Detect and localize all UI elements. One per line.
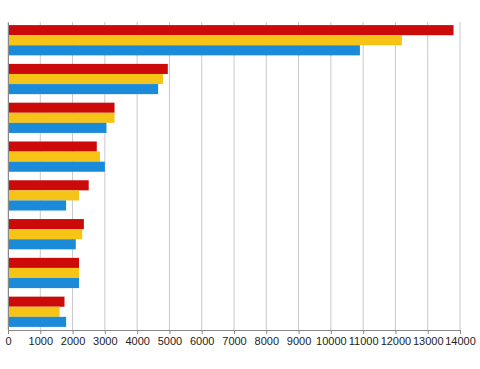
x-tick: 3000 — [93, 330, 117, 347]
bar — [8, 123, 106, 133]
x-tick-label: 13000 — [413, 335, 444, 347]
x-tick: 10000 — [316, 330, 347, 347]
x-tick: 11000 — [349, 330, 379, 347]
series — [8, 35, 402, 317]
bar — [8, 113, 115, 123]
bar — [8, 152, 100, 162]
x-tick-mark — [234, 330, 235, 334]
x-tick: 5000 — [158, 330, 182, 347]
x-tick-mark — [73, 330, 74, 334]
grid-line — [234, 22, 235, 330]
x-tick-mark — [395, 330, 396, 334]
x-tick: 13000 — [413, 330, 444, 347]
y-axis-line — [8, 23, 9, 331]
plot: 0 1000 2000 3000 4000 5000 6000 7000 8000 9000 100… — [5, 22, 475, 347]
grid-line — [169, 22, 170, 330]
x-tick: 7000 — [222, 330, 246, 347]
grid-line — [363, 22, 364, 330]
bars — [8, 25, 454, 327]
x-tick-mark — [105, 330, 106, 334]
x-tick-mark — [331, 330, 332, 334]
x-tick-mark — [363, 330, 364, 334]
x-tick-label: 12000 — [381, 335, 412, 347]
x-tick-mark — [202, 330, 203, 334]
bar — [8, 268, 79, 278]
x-tick-label: 7000 — [222, 335, 246, 347]
bar — [8, 74, 163, 84]
x-tick-label: 6000 — [190, 335, 214, 347]
bar — [8, 190, 79, 200]
bar — [8, 103, 115, 113]
y-axis — [8, 23, 10, 331]
grid-line — [395, 22, 396, 330]
bar — [8, 141, 97, 151]
x-tick-label: 9000 — [287, 335, 311, 347]
x-tick: 2000 — [61, 330, 85, 347]
grid-line — [8, 22, 9, 330]
grid-line — [201, 22, 202, 330]
x-tick: 0 — [5, 330, 11, 347]
x-axis: 0 1000 2000 3000 4000 5000 6000 7000 8000 9000 100… — [5, 330, 475, 347]
grid-line — [460, 22, 461, 330]
x-tick-mark — [8, 330, 9, 334]
bar — [8, 64, 168, 74]
x-tick-label: 2000 — [61, 335, 85, 347]
bar — [8, 25, 454, 35]
x-tick-mark — [266, 330, 267, 334]
x-tick: 6000 — [190, 330, 214, 347]
x-tick-mark — [137, 330, 138, 334]
bar — [8, 278, 79, 288]
x-tick: 14000 — [445, 330, 476, 347]
grid-line — [266, 22, 267, 330]
x-tick: 1000 — [29, 330, 53, 347]
series — [8, 45, 360, 327]
bar — [8, 162, 105, 172]
x-tick-mark — [460, 330, 461, 334]
grid-line — [330, 22, 331, 330]
series — [8, 25, 454, 307]
chart: 0 1000 2000 3000 4000 5000 6000 7000 8000 9000 100… — [0, 0, 480, 369]
x-tick-label: 4000 — [125, 335, 149, 347]
grid-line — [298, 22, 299, 330]
grid-line — [427, 22, 428, 330]
x-tick: 4000 — [125, 330, 149, 347]
bar — [8, 229, 82, 239]
bar — [8, 258, 79, 268]
bar — [8, 35, 402, 45]
x-tick-label: 14000 — [445, 335, 476, 347]
bar — [8, 239, 76, 249]
x-tick-label: 8000 — [255, 335, 279, 347]
x-tick: 8000 — [255, 330, 279, 347]
x-tick-mark — [169, 330, 170, 334]
x-tick: 9000 — [287, 330, 311, 347]
bar — [8, 84, 158, 94]
x-tick-label: 0 — [5, 335, 11, 347]
x-tick: 12000 — [381, 330, 412, 347]
bar — [8, 200, 66, 210]
x-tick-mark — [428, 330, 429, 334]
bar — [8, 297, 65, 307]
x-tick-label: 11000 — [349, 335, 379, 347]
bar — [8, 180, 89, 190]
x-tick-mark — [40, 330, 41, 334]
bar — [8, 317, 66, 327]
x-tick-label: 1000 — [29, 335, 53, 347]
bar — [8, 219, 84, 229]
x-tick-label: 3000 — [93, 335, 117, 347]
bar — [8, 45, 360, 55]
grid — [8, 22, 460, 330]
bar — [8, 307, 60, 317]
x-tick-mark — [299, 330, 300, 334]
x-tick-label: 5000 — [158, 335, 182, 347]
x-tick-label: 10000 — [316, 335, 347, 347]
